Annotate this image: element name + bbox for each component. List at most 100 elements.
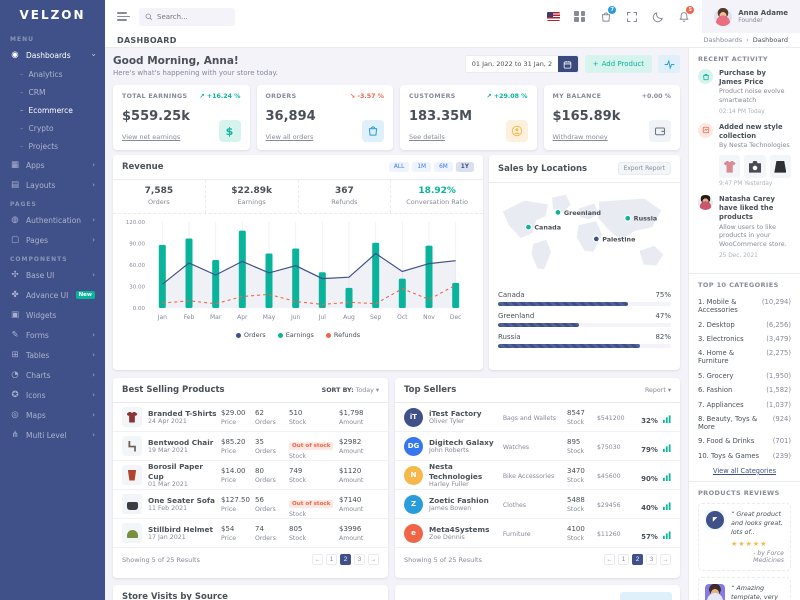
best-selling-row[interactable]: Branded T-Shirts 24 Apr 2021 $29.00 Price 62… [113,403,388,432]
hamburger-menu-icon[interactable] [105,12,131,21]
sidebar-item-widgets[interactable]: ▣ Widgets [0,305,105,325]
breadcrumb-dashboards[interactable]: Dashboards [703,36,743,44]
cart-icon[interactable]: 7 [599,6,617,23]
sidebar-item-tables[interactable]: ⊞ Tables › [0,345,105,365]
svg-text:Jun: Jun [290,314,301,321]
notifications-bell-icon[interactable]: 5 [677,6,695,23]
sidebar-item-forms[interactable]: ✎ Forms › [0,325,105,345]
fullscreen-icon[interactable] [625,10,638,23]
top-seller-row[interactable]: DG Digitech Galaxy John Roberts Watches 895 S… [395,432,680,461]
stat-link[interactable]: View all orders [265,133,314,141]
jacket-thumbnail[interactable] [719,155,741,179]
category-row[interactable]: 3. Electronics (3,479) [698,332,791,346]
category-row[interactable]: 8. Beauty, Toys & More (924) [698,412,791,434]
export-report-button[interactable]: Export Report [617,162,671,175]
sidebar-subitem-crypto[interactable]: – Crypto [0,119,105,137]
store-visits-title: Store Visits by Source [122,592,228,600]
product-amount: $1,798 Amount [339,409,379,426]
category-row[interactable]: 5. Grocery (1,950) [698,369,791,383]
stat-link[interactable]: Withdraw money [552,133,608,141]
cell-value: $2982 [339,437,362,446]
stat-link[interactable]: View net earnings [122,133,181,141]
bestsel-page-2-button[interactable]: 2 [340,554,351,565]
report-dropdown[interactable]: Report ▾ [644,386,671,394]
search-box[interactable] [139,7,235,26]
category-row[interactable]: 1. Mobile & Accessories (10,294) [698,295,791,317]
bestsel-page-3-button[interactable]: 3 [354,554,365,565]
dark-mode-moon-icon[interactable] [651,10,664,23]
date-range-input[interactable] [465,56,558,72]
best-selling-row[interactable]: Bentwood Chair 19 Mar 2021 $85.20 Price 35 Or… [113,432,388,461]
sidebar-item-apps[interactable]: ▦ Apps › [0,155,105,175]
sort-by-dropdown[interactable]: SORT BY: Today ▾ [321,386,379,394]
calendar-button[interactable] [557,56,578,72]
bestsel-next-page-button[interactable]: → [368,554,379,565]
best-selling-row[interactable]: Stillbird Helmet 17 Jan 2021 $54 Price 74 Ord… [113,519,388,548]
top-seller-row[interactable]: iT iTest Factory Oliver Tyler Bags and Wall… [395,403,680,432]
sidebar-item-icons[interactable]: ✪ Icons › [0,385,105,405]
sidebar-subitem-analytics[interactable]: – Analytics [0,65,105,83]
category-count: (3,479) [766,335,791,344]
best-selling-row[interactable]: One Seater Sofa 11 Feb 2021 $127.50 Price 56… [113,490,388,519]
sidebar-subitem-projects[interactable]: – Projects [0,137,105,155]
sidebar-subitem-label: CRM [28,87,46,97]
sidebar-item-base-ui[interactable]: ✣ Base UI › [0,265,105,285]
category-row[interactable]: 2. Desktop (6,256) [698,317,791,331]
top-seller-row[interactable]: N Nesta Technologies Harley Fuller Bike Acc… [395,461,680,490]
sidebar-item-advance-ui[interactable]: ✤ Advance UI New [0,285,105,305]
add-product-button[interactable]: + Add Product [584,55,652,73]
cell-value: 62 [255,408,264,417]
base-ui-icon: ✣ [11,270,19,280]
sidebar-item-maps[interactable]: ◎ Maps › [0,405,105,425]
view-all-categories-link[interactable]: View all Categories [712,466,777,475]
language-flag-icon[interactable] [547,10,561,23]
pulse-activity-button[interactable] [658,55,680,73]
sidebar-item-layouts[interactable]: ▤ Layouts › [0,175,105,195]
range-button-all[interactable]: ALL [388,162,410,172]
sidebar-item-authentication[interactable]: ◍ Authentication › [0,210,105,230]
sellers-next-page-button[interactable]: → [660,554,671,565]
bag-thumbnail[interactable] [769,155,791,179]
category-row[interactable]: 7. Appliances (1,037) [698,397,791,411]
top-seller-row[interactable]: Z Zoetic Fashion James Bowen Clothes 5488 Sto… [395,490,680,519]
sidebar-item-dashboards[interactable]: ◉ Dashboards › [0,45,105,65]
sellers-results-text: Showing 5 of 25 Results [404,555,482,564]
search-input[interactable] [157,12,227,21]
seller-logo: iT [404,407,423,427]
sellers-page-1-button[interactable]: 1 [618,554,629,565]
generate-report-button[interactable] [620,592,672,600]
svg-text:May: May [263,314,276,321]
bestsel-prev-page-button[interactable]: ← [312,554,323,565]
stat-delta: ↘ -3.57 % [349,93,384,100]
camera-thumbnail[interactable] [744,155,766,179]
category-row[interactable]: 4. Home & Furniture (2,275) [698,346,791,368]
cell-value: $1,798 [339,408,364,417]
location-name: Greenland [498,312,535,320]
stat-link[interactable]: See details [409,133,445,141]
sidebar-subitem-crm[interactable]: – CRM [0,83,105,101]
sidebar-item-pages[interactable]: ▢ Pages › [0,230,105,250]
mini-bars-icon [663,443,671,452]
top-seller-row[interactable]: e Meta4Systems Zoe Dennis Furniture 4100 Stoc… [395,519,680,548]
category-row[interactable]: 10. Toys & Games (239) [698,448,791,462]
sellers-page-2-button[interactable]: 2 [632,554,643,565]
mini-bars-icon [663,472,671,481]
range-button-6m[interactable]: 6M [434,162,453,172]
seller-stock: 5488 Stock [567,496,597,513]
category-row[interactable]: 9. Food & Drinks (701) [698,434,791,448]
sidebar-subitem-ecommerce[interactable]: – Ecommerce [0,101,105,119]
sidebar-item-multi-level[interactable]: ⋔ Multi Level › [0,425,105,445]
sellers-page-3-button[interactable]: 3 [646,554,657,565]
range-button-1y[interactable]: 1Y [455,162,474,172]
dash-icon: – [20,88,24,96]
category-count: (2,275) [766,349,791,358]
brand-logo[interactable]: VELZON [19,8,86,22]
sellers-prev-page-button[interactable]: ← [604,554,615,565]
apps-grid-icon[interactable] [573,10,586,23]
category-row[interactable]: 6. Fashion (1,582) [698,383,791,397]
range-button-1m[interactable]: 1M [412,162,432,172]
sidebar-item-charts[interactable]: ◔ Charts › [0,365,105,385]
best-selling-row[interactable]: Borosil Paper Cup 01 Mar 2021 $14.00 Price 8… [113,461,388,490]
user-menu[interactable]: Anna Adame Founder [702,0,800,33]
bestsel-page-1-button[interactable]: 1 [326,554,337,565]
